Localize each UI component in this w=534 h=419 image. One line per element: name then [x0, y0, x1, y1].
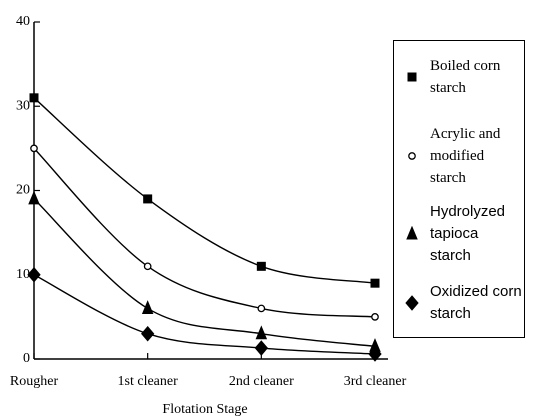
y-tick-label: 20 — [16, 183, 30, 198]
legend-marker — [407, 72, 417, 82]
x-tick-label: Rougher — [10, 374, 59, 389]
y-tick-label: 30 — [16, 98, 30, 113]
fit-curve — [33, 97, 376, 284]
data-point — [256, 261, 266, 271]
legend-label: Hydrolyzed tapioca starch — [430, 203, 506, 264]
legend-marker — [408, 152, 416, 160]
data-point — [30, 144, 38, 153]
legend-label: Acrylic and modified starch — [430, 126, 501, 186]
fit-curve — [33, 274, 376, 355]
data-point — [254, 340, 268, 356]
legend-label: Oxidized corn starch — [430, 283, 522, 322]
fit-curve — [33, 198, 376, 348]
data-point — [371, 313, 379, 321]
legend-symbol — [405, 295, 419, 311]
data-point — [141, 300, 154, 314]
x-tick-label: 1st cleaner — [118, 374, 179, 389]
data-point — [28, 190, 40, 205]
y-tick-label: 10 — [16, 267, 30, 282]
y-tick-label: 0 — [23, 351, 30, 366]
data-point — [370, 278, 380, 288]
legend-symbol — [408, 152, 416, 160]
data-point — [255, 325, 268, 340]
data-point — [143, 262, 152, 271]
x-tick-label: 3rd cleaner — [344, 374, 407, 389]
x-axis-title: Flotation Stage — [162, 402, 247, 417]
data-point — [257, 304, 266, 313]
data-point — [29, 93, 39, 103]
y-tick-label: 40 — [16, 14, 30, 29]
legend-symbol — [407, 72, 417, 82]
data-point — [368, 346, 382, 362]
legend-label: Boiled corn starch — [430, 58, 501, 96]
legend-marker — [406, 226, 418, 240]
x-tick-label: 2nd cleaner — [229, 374, 294, 389]
legend-marker — [405, 295, 419, 311]
data-point — [143, 194, 153, 204]
legend-symbol — [406, 226, 418, 240]
data-point — [141, 325, 155, 342]
fit-curve — [33, 147, 376, 318]
legend: Boiled corn starch Acrylic and modified s… — [393, 40, 525, 338]
data-point — [27, 266, 41, 283]
